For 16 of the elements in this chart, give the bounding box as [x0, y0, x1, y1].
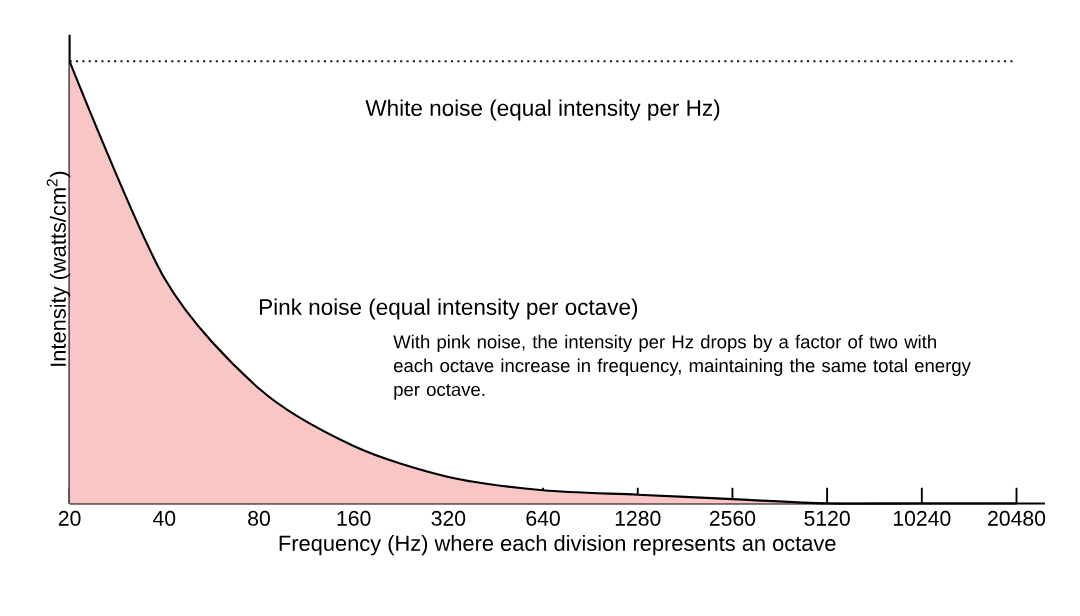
annotation: With pink noise, the intensity per Hz drops by a factor of two with each octave increase in frequency, maintaining the same total energy per octave.: [393, 334, 971, 400]
text: Pink noise (equal intensity per octave): [260, 298, 638, 320]
series-label: White noise (equal intensity per Hz): [365, 99, 720, 121]
x-tick-label: 2560: [709, 510, 756, 526]
x-tick-label: 10240: [893, 510, 951, 526]
x-tick-label: 640: [526, 510, 560, 526]
x-tick-label: 20480: [988, 510, 1046, 526]
x-axis-title: Frequency (Hz) where each division represents an octave: [279, 535, 836, 556]
x-tick-label: 40: [152, 510, 176, 526]
y-axis-title: Intensity (watts/cm$^{2}$): [46, 171, 71, 366]
x-tick-label: 160: [337, 510, 371, 526]
x-tick-label: 320: [431, 510, 466, 526]
x-tick-label: 20: [58, 510, 81, 526]
x-tick-label: 80: [248, 510, 270, 526]
x-tick-label: 5120: [804, 510, 850, 526]
x-tick-label: 1280: [615, 510, 661, 526]
